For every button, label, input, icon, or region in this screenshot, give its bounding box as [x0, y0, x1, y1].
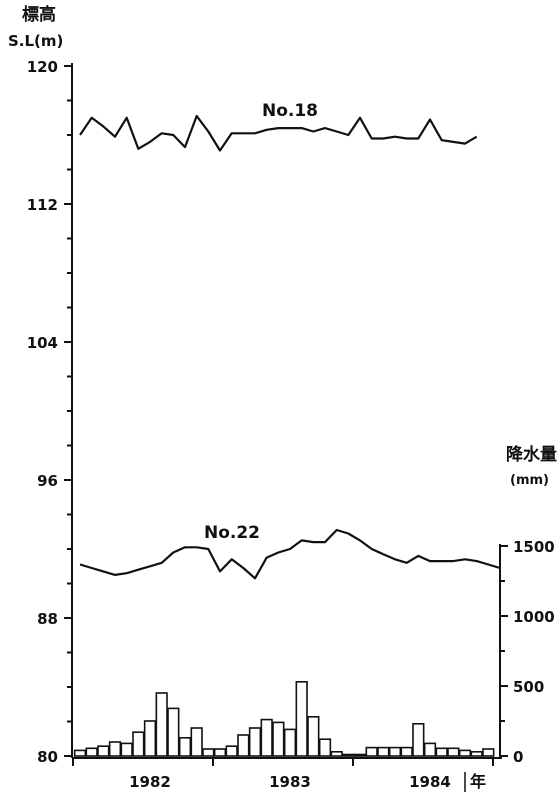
left-tick-label: 80	[37, 748, 58, 766]
precip-bar	[295, 680, 308, 757]
right-tick-label: 1500	[513, 538, 555, 556]
right-tick-label: 500	[513, 678, 544, 696]
precip-bar	[190, 727, 203, 757]
left-axis-title-line2: S.L(m)	[8, 32, 63, 50]
precipitation-bars	[73, 680, 495, 757]
precip-bar	[342, 753, 355, 757]
precip-bar	[97, 745, 110, 757]
right-tick-label: 0	[513, 748, 523, 766]
left-tick-label: 112	[27, 196, 58, 214]
precip-bar	[388, 746, 402, 757]
precip-bar	[213, 748, 227, 757]
right-axis-title-line1: 降水量	[506, 444, 557, 465]
precip-bar	[330, 750, 343, 757]
elevation-lines: No.18 No.22	[79, 101, 501, 580]
left-tick-label: 96	[37, 472, 58, 490]
x-year-label: 1983	[269, 773, 311, 791]
precip-bar	[260, 718, 273, 757]
precip-bar	[248, 727, 262, 757]
precip-bar	[155, 692, 168, 757]
right-axis-ticks: 0 500 1000 1500	[500, 538, 555, 766]
precip-bar	[283, 728, 297, 757]
precip-bar	[108, 741, 122, 757]
precip-bar	[178, 736, 192, 757]
x-year-label: 1982	[129, 773, 171, 791]
left-tick-label: 88	[37, 610, 58, 628]
series-label: No.22	[204, 523, 260, 543]
precip-bar	[132, 731, 145, 757]
precip-bar	[143, 720, 157, 757]
precip-bar	[85, 747, 98, 757]
left-tick-label: 104	[27, 334, 58, 352]
right-tick-label: 1000	[513, 608, 555, 626]
left-axis-title-line1: 標高	[22, 4, 56, 25]
left-axis-title: 標高 S.L(m)	[8, 4, 63, 50]
precip-bar	[202, 748, 215, 757]
precip-bar	[318, 738, 332, 757]
left-axis-ticks: 80 88 96 104 112 120	[27, 58, 72, 766]
precip-bar	[447, 747, 460, 757]
precip-bar	[272, 721, 285, 757]
precip-bar	[225, 745, 238, 757]
precip-bar	[237, 734, 250, 757]
precip-bar	[167, 707, 180, 757]
series-label: No.18	[262, 101, 318, 121]
precip-bar	[458, 749, 472, 757]
precip-bar	[470, 750, 483, 757]
right-axis-title: 降水量 (mm)	[506, 444, 557, 488]
precip-bar	[400, 746, 413, 757]
precip-bar	[120, 742, 133, 757]
precip-bar	[307, 715, 320, 757]
right-axis-title-line2: (mm)	[510, 473, 549, 488]
precip-bar	[365, 746, 378, 757]
precip-bar	[423, 742, 437, 757]
precip-bar	[353, 753, 367, 757]
precip-bar	[435, 747, 448, 757]
left-tick-label: 120	[27, 58, 58, 76]
precip-bar	[482, 748, 495, 757]
x-axis-ticks: 1982 1983 1984 年	[72, 758, 494, 792]
precip-bar	[412, 722, 425, 757]
x-year-label: 1984	[409, 773, 451, 791]
precip-bar	[73, 749, 87, 757]
series-line	[79, 528, 501, 580]
x-unit-label: 年	[470, 772, 486, 791]
series-line	[79, 114, 478, 152]
precip-bar	[377, 746, 390, 757]
